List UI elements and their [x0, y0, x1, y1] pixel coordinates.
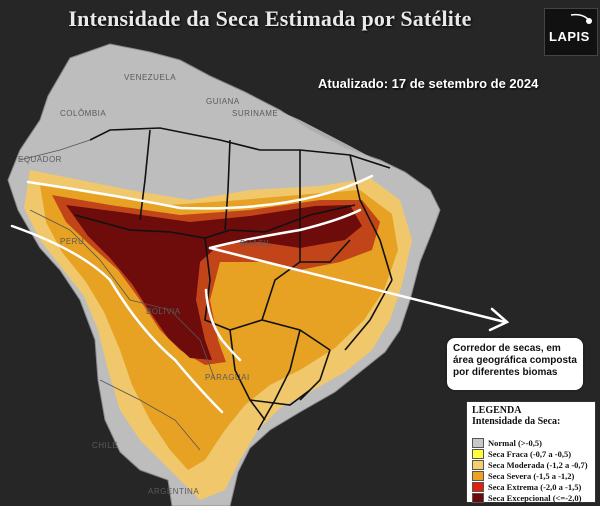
country-label-peru: PERU [60, 237, 84, 246]
country-label-suriname: SURINAME [232, 109, 278, 118]
legend-swatch [472, 437, 484, 448]
legend-swatch [472, 470, 484, 481]
legend-title: LEGENDA [472, 405, 522, 416]
legend-label: Seca Moderada (-1,2 a -0,7) [488, 459, 588, 470]
legend-item: Seca Excepcional (<=-2,0) [472, 492, 590, 503]
country-label-ecuador: EQUADOR [18, 155, 62, 164]
country-label-guyana: GUIANA [206, 97, 240, 106]
drought-exceptional-area [66, 205, 362, 360]
legend-swatch [472, 481, 484, 492]
country-label-brazil: BRASIL [240, 239, 272, 248]
legend-label: Seca Fraca (-0,7 a -0,5) [488, 448, 572, 459]
country-label-chile: CHILE [92, 441, 118, 450]
legend-swatch [472, 448, 484, 459]
country-borders [19, 139, 216, 451]
country-label-bolivia: BOLÍVIA [146, 307, 181, 316]
lapis-logo: LAPIS [544, 8, 598, 56]
country-label-paraguay: PARAGUAI [205, 373, 250, 382]
legend: LEGENDA Intensidade da Seca: Normal (>-0… [466, 401, 596, 503]
drought-corridor-arrows [10, 174, 510, 414]
legend-item: Seca Fraca (-0,7 a -0,5) [472, 448, 590, 459]
country-label-venezuela: VENEZUELA [124, 73, 176, 82]
legend-label: Seca Excepcional (<=-2,0) [488, 492, 582, 503]
satellite-icon [570, 13, 592, 24]
legend-subtitle: Intensidade da Seca: [472, 416, 561, 427]
legend-label: Seca Severa (-1,5 a -1,2) [488, 470, 575, 481]
legend-label: Seca Extrema (-2,0 a -1,5) [488, 481, 582, 492]
legend-item: Seca Moderada (-1,2 a -0,7) [472, 459, 590, 470]
legend-item: Seca Extrema (-2,0 a -1,5) [472, 481, 590, 492]
country-label-argentina: ARGENTINA [148, 487, 199, 496]
country-label-colombia: COLÔMBIA [60, 109, 106, 118]
map-title: Intensidade da Seca Estimada por Satélit… [68, 6, 472, 31]
legend-item: Normal (>-0,5) [472, 437, 590, 448]
legend-swatch [472, 492, 484, 503]
state-borders [74, 127, 393, 431]
legend-swatch [472, 459, 484, 470]
legend-items: Normal (>-0,5) Seca Fraca (-0,7 a -0,5) Se… [472, 437, 590, 503]
update-date: Atualizado: 17 de setembro de 2024 [318, 76, 539, 91]
legend-label: Normal (>-0,5) [488, 437, 542, 448]
legend-item: Seca Severa (-1,5 a -1,2) [472, 470, 590, 481]
corridor-callout: Corredor de secas, em área geográfica co… [445, 336, 585, 392]
normal-northern-area [58, 58, 385, 184]
logo-text: LAPIS [549, 29, 590, 44]
